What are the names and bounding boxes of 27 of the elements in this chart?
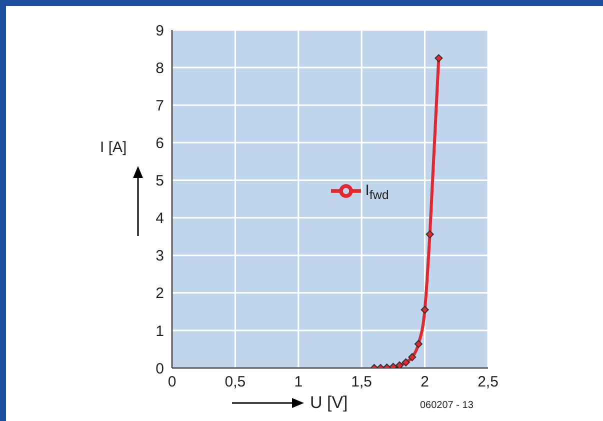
x-axis-title: U [V]	[310, 393, 348, 413]
y-tick-label: 8	[156, 60, 164, 77]
y-axis-title: I [A]	[100, 139, 127, 156]
y-tick-label: 3	[156, 248, 164, 265]
text: 060207 - 13	[420, 400, 474, 411]
point	[420, 306, 429, 314]
point	[426, 230, 434, 238]
y-tick-label: 5	[156, 172, 164, 190]
y-tick-label: 7	[156, 97, 164, 114]
x-tick-label: 0	[168, 374, 176, 391]
x-tick-label: 1,5	[351, 374, 372, 391]
point	[402, 358, 410, 366]
x-tick-label: 1	[294, 374, 303, 391]
point	[434, 54, 443, 62]
y-tick-label: 1	[156, 322, 164, 340]
x-tick-label: 0,5	[224, 374, 246, 391]
legend-label: I$_{fwd}$	[365, 182, 389, 202]
y-tick-label: 2	[156, 285, 164, 302]
x-tick-label: 2	[420, 374, 429, 391]
point	[414, 340, 422, 348]
y-tick-label: 9	[156, 22, 164, 40]
point	[396, 361, 404, 368]
x-tick-label: 2,5	[478, 374, 498, 391]
y-tick-label: 4	[156, 210, 164, 228]
y-tick-label: 0	[156, 360, 164, 378]
y-tick-label: 6	[156, 134, 164, 152]
point	[408, 353, 416, 362]
